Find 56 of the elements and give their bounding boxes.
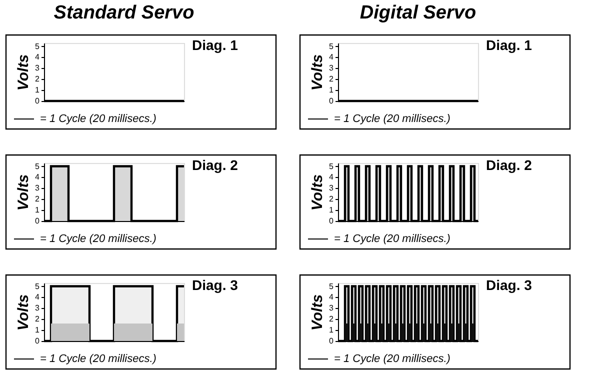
y-axis-title: Volts [309, 174, 326, 211]
text: = 1 Cycle (20 millisecs.) [334, 233, 451, 245]
y-tick-label: 4 [329, 292, 334, 302]
y-axis-title: Volts [15, 294, 32, 331]
text: = 1 Cycle (20 millisecs.) [334, 353, 451, 365]
y-tick-label: 1 [329, 206, 334, 215]
y-tick-label: 0 [35, 96, 40, 106]
y-tick-label: 5 [35, 282, 40, 291]
y-tick-label: 4 [35, 52, 40, 62]
y-axis-title: Volts [309, 54, 326, 91]
y-tick-label: 1 [329, 86, 334, 95]
y-tick-label: 3 [329, 64, 334, 73]
y-tick-label: 3 [329, 304, 334, 313]
text: = 1 Cycle (20 millisecs.) [334, 113, 451, 125]
y-tick-label: 1 [35, 326, 40, 335]
y-tick-label: 3 [35, 64, 40, 73]
y-tick-label: 2 [329, 314, 334, 324]
y-tick-label: 0 [35, 216, 40, 226]
y-tick-label: 2 [329, 194, 334, 204]
y-tick-label: 4 [35, 292, 40, 302]
y-tick-label: 1 [35, 206, 40, 215]
y-tick-label: 4 [35, 172, 40, 182]
text: Diag. 2 [192, 157, 238, 173]
y-tick-label: 5 [35, 162, 40, 171]
y-tick-label: 0 [35, 336, 40, 346]
text: Diag. 3 [486, 277, 532, 293]
y-tick-label: 0 [329, 96, 334, 106]
y-tick-label: 3 [35, 184, 40, 193]
y-tick-label: 5 [35, 42, 40, 51]
y-tick-label: 2 [35, 74, 40, 84]
y-axis-title: Volts [15, 54, 32, 91]
y-tick-label: 5 [329, 162, 334, 171]
y-tick-label: 3 [35, 304, 40, 313]
text: = 1 Cycle (20 millisecs.) [40, 113, 157, 125]
y-axis-title: Volts [309, 294, 326, 331]
text: Diag. 1 [486, 37, 532, 53]
y-tick-label: 1 [35, 86, 40, 95]
y-tick-label: 5 [329, 282, 334, 291]
chart-title: Standard Servo [54, 2, 194, 24]
y-tick-label: 1 [329, 326, 334, 335]
y-tick-label: 2 [35, 194, 40, 204]
y-tick-label: 2 [329, 74, 334, 84]
text: = 1 Cycle (20 millisecs.) [40, 233, 157, 245]
text: Diag. 3 [192, 277, 238, 293]
y-tick-label: 4 [329, 52, 334, 62]
y-tick-label: 0 [329, 216, 334, 226]
y-tick-label: 3 [329, 184, 334, 193]
text: Diag. 2 [486, 157, 532, 173]
text: = 1 Cycle (20 millisecs.) [40, 353, 157, 365]
chart-title: Digital Servo [360, 2, 476, 24]
text: Diag. 1 [192, 37, 238, 53]
y-tick-label: 4 [329, 172, 334, 182]
y-tick-label: 5 [329, 42, 334, 51]
y-tick-label: 2 [35, 314, 40, 324]
y-tick-label: 0 [329, 336, 334, 346]
y-axis-title: Volts [15, 174, 32, 211]
